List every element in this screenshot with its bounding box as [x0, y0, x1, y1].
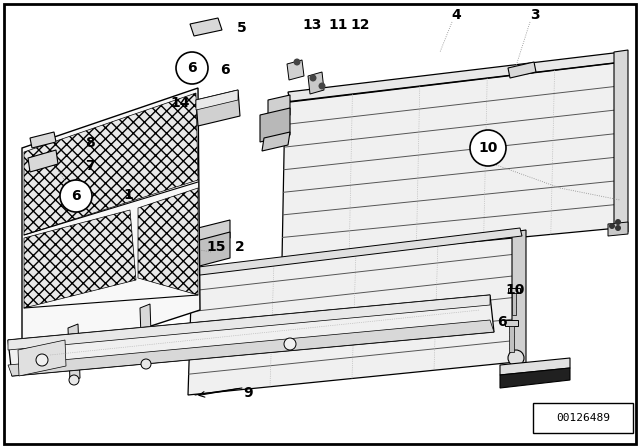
Polygon shape [18, 340, 66, 376]
Polygon shape [30, 132, 56, 148]
Circle shape [615, 225, 621, 231]
Polygon shape [8, 320, 494, 376]
Polygon shape [24, 93, 198, 235]
Polygon shape [608, 222, 628, 236]
Polygon shape [140, 304, 152, 366]
Text: 14: 14 [170, 96, 189, 110]
Text: 12: 12 [350, 18, 370, 32]
Polygon shape [24, 210, 136, 308]
Circle shape [141, 359, 151, 369]
Polygon shape [505, 320, 518, 326]
Circle shape [615, 219, 621, 225]
Polygon shape [512, 293, 516, 315]
Polygon shape [190, 228, 522, 276]
Polygon shape [512, 230, 526, 366]
Polygon shape [22, 88, 200, 368]
Polygon shape [188, 232, 520, 395]
Polygon shape [8, 295, 494, 376]
Polygon shape [28, 150, 58, 172]
Polygon shape [509, 326, 514, 352]
Text: 11: 11 [328, 18, 348, 32]
Text: 00126489: 00126489 [556, 413, 610, 423]
Text: 6: 6 [71, 189, 81, 203]
Polygon shape [500, 358, 570, 375]
Circle shape [310, 74, 317, 82]
Text: 10: 10 [478, 141, 498, 155]
Polygon shape [260, 108, 290, 142]
Polygon shape [192, 232, 230, 268]
Polygon shape [190, 18, 222, 36]
Polygon shape [282, 62, 622, 260]
Circle shape [319, 82, 326, 90]
Text: 6: 6 [187, 61, 197, 75]
Circle shape [36, 354, 48, 366]
Circle shape [69, 375, 79, 385]
Text: 2: 2 [235, 240, 245, 254]
Polygon shape [68, 324, 80, 382]
Polygon shape [196, 90, 238, 110]
Polygon shape [508, 288, 520, 293]
Text: 13: 13 [302, 18, 322, 32]
Polygon shape [508, 62, 536, 78]
Circle shape [508, 350, 524, 366]
Circle shape [470, 130, 506, 166]
Circle shape [176, 52, 208, 84]
Polygon shape [262, 132, 290, 151]
Circle shape [294, 59, 301, 65]
Text: 5: 5 [237, 21, 247, 35]
Circle shape [609, 223, 615, 229]
FancyBboxPatch shape [534, 420, 632, 430]
Text: 1: 1 [123, 188, 133, 202]
Polygon shape [196, 90, 240, 126]
Text: 6: 6 [497, 315, 507, 329]
Polygon shape [614, 50, 628, 234]
Text: 15: 15 [206, 240, 226, 254]
Polygon shape [287, 60, 304, 80]
Polygon shape [8, 295, 490, 350]
Text: 6: 6 [220, 63, 230, 77]
Polygon shape [138, 188, 198, 295]
Polygon shape [198, 220, 230, 246]
Text: 7: 7 [85, 159, 95, 173]
Text: 9: 9 [243, 386, 253, 400]
Circle shape [284, 338, 296, 350]
Polygon shape [288, 52, 624, 102]
Polygon shape [308, 72, 324, 94]
Text: 10: 10 [506, 283, 525, 297]
FancyBboxPatch shape [533, 403, 633, 433]
Text: 8: 8 [85, 136, 95, 150]
Text: 4: 4 [451, 8, 461, 22]
Circle shape [60, 180, 92, 212]
Text: 3: 3 [530, 8, 540, 22]
Polygon shape [268, 95, 290, 122]
Polygon shape [500, 368, 570, 388]
